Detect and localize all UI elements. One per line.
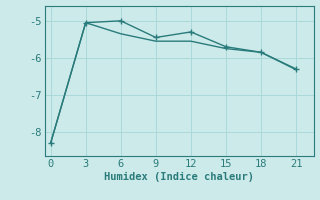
X-axis label: Humidex (Indice chaleur): Humidex (Indice chaleur) [104,172,254,182]
